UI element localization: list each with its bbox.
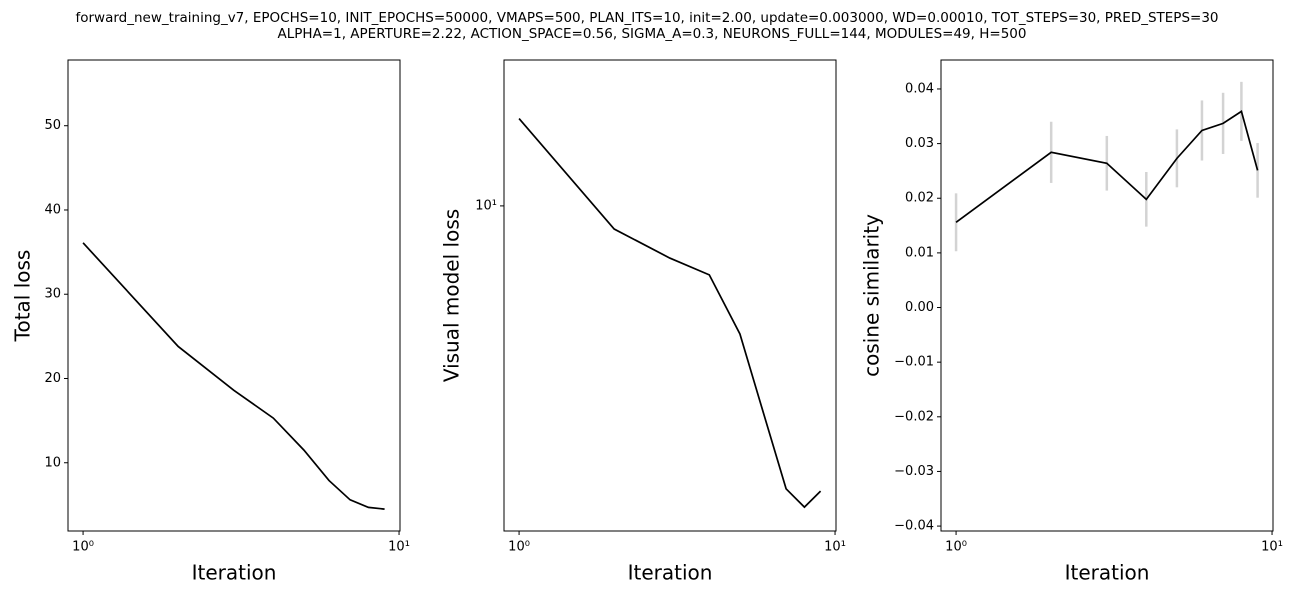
- y-tick-label: −0.01: [894, 355, 934, 370]
- y-tick-label: 0.03: [905, 136, 934, 151]
- y-axis-label: cosine similarity: [860, 214, 884, 377]
- y-axis-label: Visual model loss: [440, 209, 464, 382]
- y-tick-label: 10¹: [475, 198, 497, 213]
- x-tick-label: 10¹: [388, 540, 410, 555]
- data-line: [82, 242, 385, 510]
- data-line: [518, 118, 822, 509]
- figure-title: ALPHA=1, APERTURE=2.22, ACTION_SPACE=0.5…: [278, 26, 1027, 42]
- y-tick-label: 0.01: [905, 245, 934, 260]
- y-tick-label: 0.02: [905, 191, 934, 206]
- x-tick-label: 10¹: [824, 540, 846, 555]
- x-tick-label: 10⁰: [508, 540, 530, 555]
- y-tick-label: 50: [44, 118, 61, 133]
- axes-frame: [940, 59, 1274, 532]
- y-tick-label: −0.02: [894, 409, 934, 424]
- y-tick-label: −0.04: [894, 519, 934, 534]
- x-axis-label: Iteration: [628, 561, 713, 585]
- y-tick-label: 0.04: [905, 81, 934, 96]
- y-tick-label: 0.00: [905, 300, 934, 315]
- y-axis-label: Total loss: [11, 250, 35, 343]
- y-tick-label: 20: [44, 371, 61, 386]
- figure-title: forward_new_training_v7, EPOCHS=10, INIT…: [75, 10, 1218, 26]
- x-axis-label: Iteration: [192, 561, 277, 585]
- data-line: [955, 110, 1259, 223]
- axes-frame: [67, 59, 401, 532]
- y-tick-label: 30: [44, 287, 61, 302]
- y-tick-label: 40: [44, 202, 61, 217]
- x-tick-label: 10⁰: [945, 540, 967, 555]
- x-axis-label: Iteration: [1065, 561, 1150, 585]
- x-tick-label: 10⁰: [72, 540, 94, 555]
- x-tick-label: 10¹: [1261, 540, 1283, 555]
- y-tick-label: −0.03: [894, 464, 934, 479]
- axes-frame: [503, 59, 837, 532]
- y-tick-label: 10: [44, 455, 61, 470]
